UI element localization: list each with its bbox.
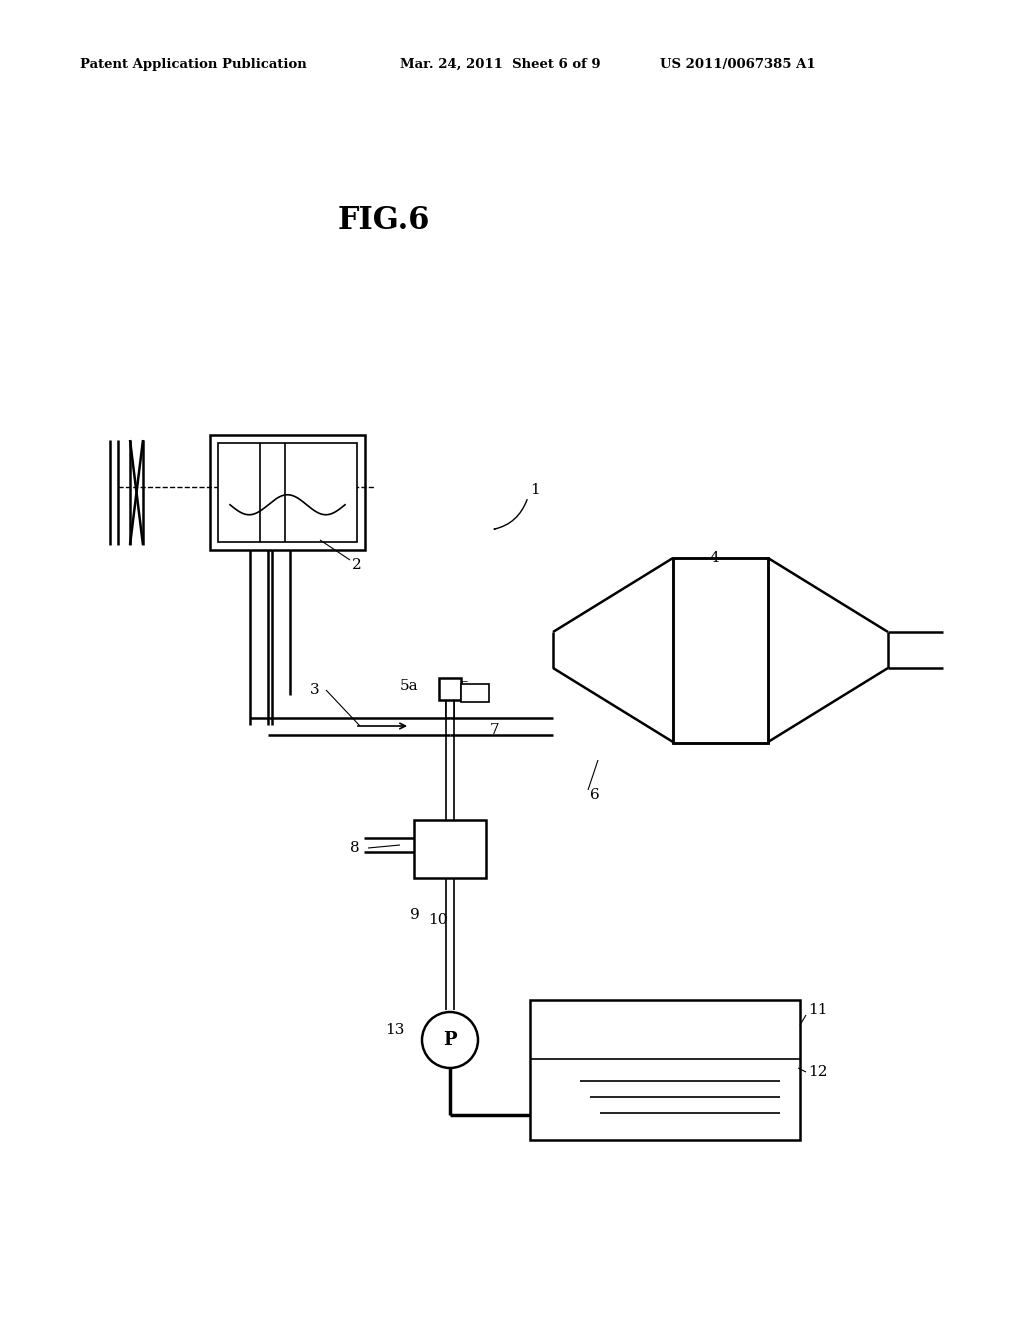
Text: 3: 3 bbox=[310, 682, 319, 697]
Text: 4: 4 bbox=[710, 550, 720, 565]
Bar bbox=[210, 436, 365, 550]
Text: Patent Application Publication: Patent Application Publication bbox=[80, 58, 307, 71]
Bar bbox=[673, 558, 768, 743]
Text: US 2011/0067385 A1: US 2011/0067385 A1 bbox=[660, 58, 816, 71]
Text: 5a: 5a bbox=[399, 678, 418, 693]
Text: 2: 2 bbox=[352, 558, 361, 572]
Text: P: P bbox=[443, 1031, 457, 1049]
Text: 7: 7 bbox=[490, 723, 500, 737]
Text: FIG.6: FIG.6 bbox=[338, 205, 430, 236]
Bar bbox=[439, 678, 461, 700]
Text: 5: 5 bbox=[460, 681, 470, 696]
Text: 12: 12 bbox=[808, 1065, 827, 1078]
Text: 6: 6 bbox=[590, 788, 600, 803]
Text: 10: 10 bbox=[428, 913, 447, 927]
Circle shape bbox=[422, 1012, 478, 1068]
Text: 9: 9 bbox=[410, 908, 420, 921]
Text: 1: 1 bbox=[530, 483, 540, 498]
Bar bbox=[461, 684, 489, 702]
Text: 8: 8 bbox=[350, 841, 359, 855]
Text: 11: 11 bbox=[808, 1003, 827, 1016]
Text: 13: 13 bbox=[385, 1023, 404, 1038]
Bar bbox=[414, 820, 486, 878]
Bar bbox=[446, 700, 454, 718]
Text: Mar. 24, 2011  Sheet 6 of 9: Mar. 24, 2011 Sheet 6 of 9 bbox=[400, 58, 601, 71]
Bar bbox=[530, 1001, 800, 1140]
Bar bbox=[673, 558, 768, 743]
Bar bbox=[218, 444, 357, 543]
FancyArrowPatch shape bbox=[495, 500, 527, 529]
